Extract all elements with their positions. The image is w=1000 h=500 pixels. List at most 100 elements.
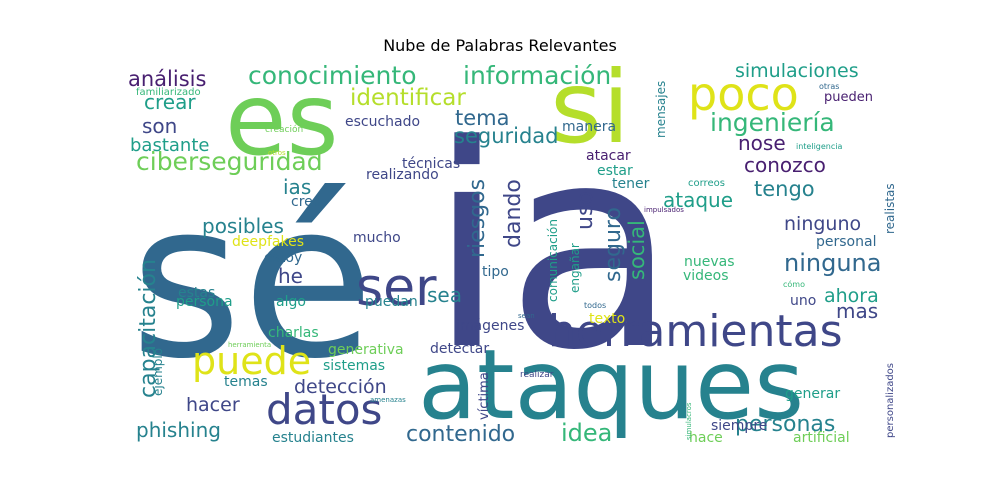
cloud-word: hace [689, 430, 723, 446]
cloud-word: escuchado [345, 114, 420, 130]
cloud-word: si [550, 49, 630, 166]
cloud-word: otras [819, 82, 839, 91]
cloud-word: ahora [824, 285, 879, 307]
cloud-word: realistas [883, 183, 897, 234]
cloud-word: técnicas [402, 156, 460, 172]
cloud-word: detectar [430, 341, 489, 357]
cloud-word: atacar [586, 148, 631, 164]
cloud-word: ias [283, 175, 311, 199]
cloud-word: deepfakes [232, 234, 304, 250]
cloud-word: realizando [366, 167, 439, 183]
cloud-word: dando [501, 179, 526, 248]
cloud-word: phishing [136, 418, 221, 442]
cloud-word: conozco [744, 153, 826, 177]
cloud-word: sistemas [323, 358, 385, 374]
cloud-word: impulsados [644, 206, 684, 214]
cloud-word: seguridad [454, 124, 559, 148]
cloud-word: tema [455, 106, 509, 130]
cloud-word: tener [612, 176, 650, 192]
cloud-word: engañar [568, 243, 582, 293]
cloud-word: son [142, 114, 177, 138]
cloud-word: herramienta [228, 341, 271, 349]
cloud-word: ataques [418, 329, 804, 441]
cloud-word: algo [276, 294, 306, 310]
cloud-word: creo [291, 194, 321, 210]
cloud-word: todos [584, 301, 606, 310]
cloud-word: es [225, 61, 339, 178]
cloud-word: correos [688, 178, 725, 189]
cloud-word: seguro [601, 207, 626, 282]
cloud-word: víctima [477, 372, 492, 420]
cloud-word: siempre [711, 418, 767, 434]
cloud-word: inteligencia [796, 142, 842, 151]
cloud-word: personalizados [885, 363, 896, 438]
cloud-word: ataque [663, 188, 733, 212]
cloud-word: puedan [365, 294, 418, 310]
cloud-word: charlas [268, 325, 319, 341]
cloud-word: manera [562, 119, 616, 135]
cloud-word: identificar [350, 85, 466, 111]
cloud-word: sea [427, 283, 462, 307]
cloud-word: nuevas [684, 254, 735, 270]
cloud-word: ciberseguridad [136, 147, 323, 176]
cloud-word: herramientas [548, 306, 843, 357]
cloud-word: ejemplo [151, 348, 165, 396]
cloud-word: videos [683, 268, 729, 284]
cloud-word: persona [176, 294, 233, 310]
cloud-word: posibles [202, 214, 284, 238]
cloud-word: hacer [186, 394, 240, 416]
cloud-word: sé [130, 155, 374, 406]
cloud-word: estudiantes [272, 430, 354, 446]
cloud-word: realizar [520, 370, 554, 380]
cloud-word: pueden [824, 90, 873, 105]
cloud-word: nose [738, 131, 786, 155]
cloud-word: otros [268, 149, 286, 157]
cloud-word: capacitación [136, 259, 161, 398]
cloud-word: he [278, 264, 303, 288]
cloud-word: mensajes [654, 81, 668, 138]
cloud-word: uso [573, 191, 598, 230]
cloud-word: idea [561, 419, 612, 447]
cloud-word: ia [428, 86, 677, 412]
cloud-word: crear [144, 90, 196, 114]
cloud-word: bastante [130, 135, 209, 156]
cloud-word: información [463, 61, 611, 90]
cloud-word: social [625, 220, 649, 280]
cloud-word: conocimiento [248, 61, 417, 90]
cloud-word: datos [266, 385, 382, 434]
cloud-word: ninguna [784, 249, 881, 277]
cloud-word: estas [178, 285, 215, 301]
cloud-word: detección [294, 376, 387, 398]
cloud-word: puede [192, 339, 311, 383]
cloud-word: comunicación [546, 219, 560, 302]
cloud-word: sean [518, 312, 535, 320]
cloud-word: temas [224, 374, 268, 390]
cloud-word: amenazas [370, 396, 406, 404]
cloud-word: poco [688, 67, 799, 121]
cloud-word: simulaciones [735, 60, 859, 82]
cloud-word: ninguno [784, 213, 861, 235]
cloud-word: artificial [793, 430, 850, 446]
cloud-word: texto [589, 311, 625, 327]
cloud-word: tipo [482, 264, 509, 280]
cloud-word: personal [816, 234, 876, 250]
cloud-word: generativa [328, 342, 404, 358]
cloud-word: mucho [353, 230, 401, 246]
cloud-word: mas [836, 299, 878, 323]
cloud-word: imágenes [456, 318, 524, 334]
cloud-word: creación [265, 124, 303, 135]
cloud-word: riesgos [465, 179, 490, 258]
cloud-word: estar [597, 163, 633, 179]
cloud-word: ingeniería [710, 108, 835, 137]
cloud-word: cómo [783, 279, 805, 289]
cloud-word: tengo [754, 177, 815, 201]
cloud-word: personas [735, 412, 835, 437]
cloud-word: simulacros [685, 402, 693, 440]
cloud-word: uno [790, 293, 816, 309]
cloud-word: familiarizado [136, 87, 201, 98]
chart-title: Nube de Palabras Relevantes [383, 36, 617, 55]
cloud-word: contenido [406, 422, 515, 447]
cloud-word: ser [356, 258, 437, 318]
cloud-word: estoy [264, 250, 302, 266]
